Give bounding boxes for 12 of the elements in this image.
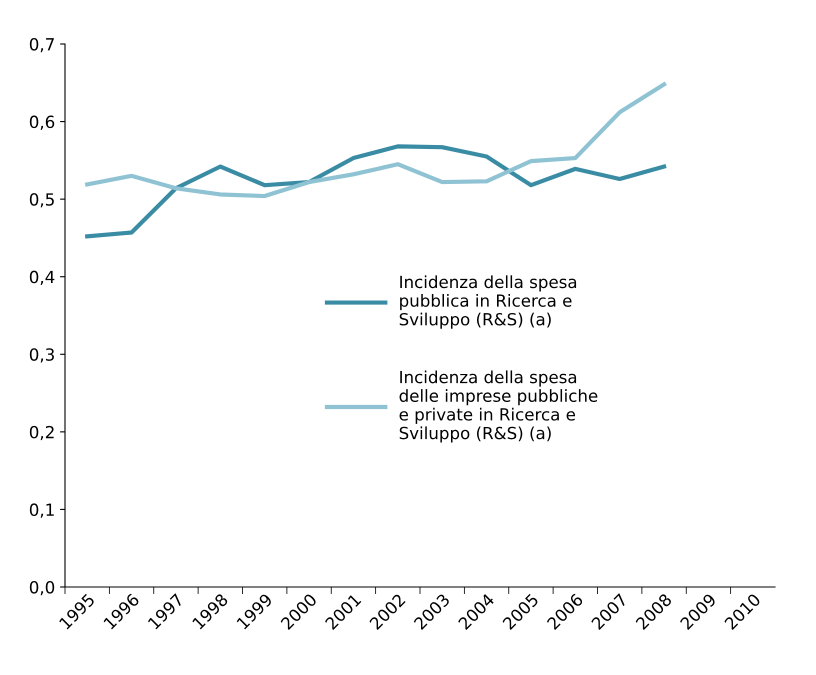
y-tick-label: 0,2 [30, 426, 54, 440]
y-tick-label: 0,4 [30, 270, 54, 285]
y-tick-label: 0,0 [30, 580, 54, 596]
y-tick-label: 0,1 [30, 503, 54, 518]
legend-label: Incidenza della spesa pubblica in Ricerca e Sviluppo (R&S) (a) [400, 275, 576, 329]
line-series [85, 82, 666, 198]
y-tick-label: 0,5 [30, 193, 54, 208]
y-tick-label: 0,6 [30, 116, 54, 130]
line-series [85, 144, 666, 238]
y-tick-label: 0,7 [30, 38, 54, 52]
legend-label: Incidenza della spesa delle imprese pubbliche e private in Ricerca e Sviluppo (R&S) (a) [400, 370, 598, 443]
y-tick-label: 0,3 [30, 348, 54, 363]
